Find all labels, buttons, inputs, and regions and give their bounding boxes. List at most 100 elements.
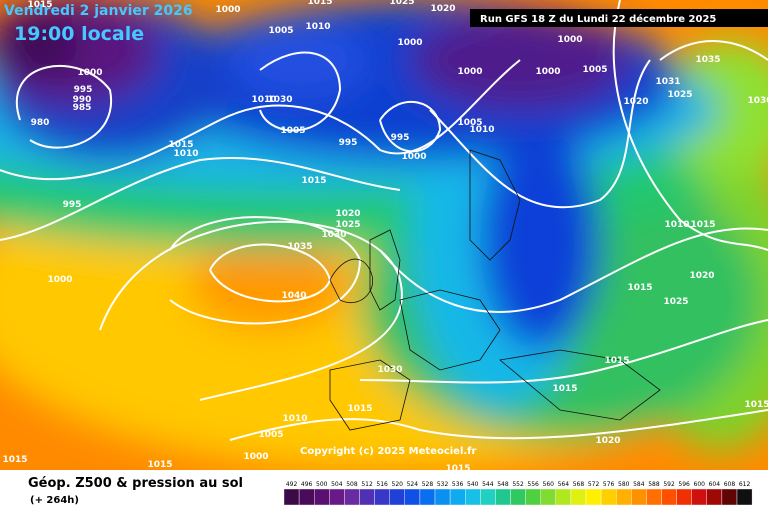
legend-swatch <box>600 488 617 506</box>
legend-tick-label: 608 <box>724 481 736 488</box>
legend-tick-label: 564 <box>558 481 570 488</box>
isobar-label: 995 <box>74 85 93 95</box>
isobar-label: 1025 <box>667 90 692 100</box>
legend-swatch <box>661 488 677 506</box>
isobar-label: 995 <box>391 133 410 143</box>
legend-tick-label: 532 <box>437 481 449 488</box>
isobar-label: 1015 <box>347 404 372 414</box>
isobar-label: 1010 <box>664 220 689 230</box>
legend-tick-label: 496 <box>301 481 313 488</box>
legend-tick-label: 588 <box>648 481 660 488</box>
isobar-label: 1020 <box>430 4 455 14</box>
legend-tick-label: 500 <box>316 481 328 488</box>
legend-tick-label: 580 <box>618 481 630 488</box>
legend-swatch <box>480 488 496 506</box>
legend-tick-label: 592 <box>663 481 675 488</box>
isobar-label: 1015 <box>301 176 326 186</box>
isobar-label: 1010 <box>469 125 494 135</box>
isobar-label: 1030 <box>267 95 292 105</box>
isobar-label: 1020 <box>595 436 620 446</box>
legend-tick-label: 504 <box>331 481 343 488</box>
legend-swatch <box>706 488 723 506</box>
legend-tick-label: 612 <box>739 481 751 488</box>
legend-swatch <box>344 488 360 506</box>
isobar-label: 1025 <box>335 220 360 230</box>
isobar-label: 1005 <box>457 118 482 128</box>
isobar-label: 1000 <box>397 38 422 48</box>
isobar-label: 1015 <box>147 460 172 470</box>
legend-swatch <box>449 488 466 506</box>
isobar-label: 1030 <box>747 96 768 106</box>
legend-swatch <box>721 488 738 506</box>
isobar-label: 1035 <box>695 55 720 65</box>
isobar-label: 980 <box>31 118 50 128</box>
legend-swatch <box>298 488 315 506</box>
isobar-label: 1020 <box>623 97 648 107</box>
isobars <box>0 0 768 441</box>
legend-swatch <box>495 488 511 506</box>
legend-swatch <box>329 488 345 506</box>
legend-swatch <box>419 488 436 506</box>
legend-tick-label: 556 <box>527 481 539 488</box>
legend-tick-label: 548 <box>497 481 509 488</box>
isobar-label: 995 <box>339 138 358 148</box>
isobar-label: 1015 <box>307 0 332 7</box>
isobar-label: 1040 <box>281 291 306 301</box>
isobar-label: 1005 <box>268 26 293 36</box>
legend-swatch <box>314 488 330 506</box>
isobar-label: 1020 <box>689 271 714 281</box>
legend-swatch <box>570 488 587 506</box>
legend-swatch <box>389 488 406 506</box>
legend-swatch <box>525 488 541 506</box>
legend: 492 496 500 504 508 512 516 520 524 528 532 536 540 5… <box>283 481 753 506</box>
legend-swatch <box>359 488 375 506</box>
isobar-label: 1015 <box>27 0 52 10</box>
legend-tick-label: 584 <box>633 481 645 488</box>
isobar-label: 1025 <box>663 297 688 307</box>
legend-tick-label: 560 <box>543 481 555 488</box>
legend-tick-label: 528 <box>422 481 434 488</box>
legend-swatch <box>631 488 647 506</box>
legend-swatch <box>404 488 421 506</box>
isobar-label: 1015 <box>445 464 470 474</box>
forecast-date: Vendredi 2 janvier 2026 <box>4 3 193 19</box>
isobar-label: 1030 <box>321 230 346 240</box>
isobar-label: 1025 <box>389 0 414 7</box>
legend-swatch <box>540 488 557 506</box>
isobar-label: 1020 <box>335 209 360 219</box>
isobar-label: 1000 <box>243 452 268 462</box>
legend-tick-label: 540 <box>467 481 479 488</box>
legend-swatch <box>465 488 481 506</box>
isobar-label: 1015 <box>690 220 715 230</box>
isobar-label: 1000 <box>77 68 102 78</box>
isobar-label: 1000 <box>457 67 482 77</box>
legend-tick-label: 572 <box>588 481 600 488</box>
isobar-label: 1035 <box>287 242 312 252</box>
isobar-label: 995 <box>63 200 82 210</box>
forecast-time: 19:00 locale <box>14 23 144 45</box>
legend-swatch <box>374 488 390 506</box>
legend-tick-label: 492 <box>286 481 298 488</box>
copyright: Copyright (c) 2025 Meteociel.fr <box>300 446 477 457</box>
isobar-label: 1005 <box>582 65 607 75</box>
legend-swatch <box>510 488 526 506</box>
legend-tick-label: 596 <box>678 481 690 488</box>
legend-swatch <box>283 488 300 506</box>
isobar-label: 1005 <box>258 430 283 440</box>
run-banner <box>470 9 768 27</box>
isobar-label: 1015 <box>604 356 629 366</box>
legend-swatch <box>736 488 753 506</box>
isobar-label: 1010 <box>305 22 330 32</box>
isobar-label: 1000 <box>215 5 240 15</box>
isobar-label: 985 <box>73 103 92 113</box>
legend-tick-label: 552 <box>512 481 524 488</box>
isobar-label: 1000 <box>47 275 72 285</box>
legend-tick-label: 604 <box>709 481 721 488</box>
legend-swatch <box>691 488 708 506</box>
isobar-label: 1005 <box>280 126 305 136</box>
legend-tick-label: 544 <box>482 481 494 488</box>
isobar-label: 1000 <box>401 152 426 162</box>
legend-swatch <box>676 488 692 506</box>
